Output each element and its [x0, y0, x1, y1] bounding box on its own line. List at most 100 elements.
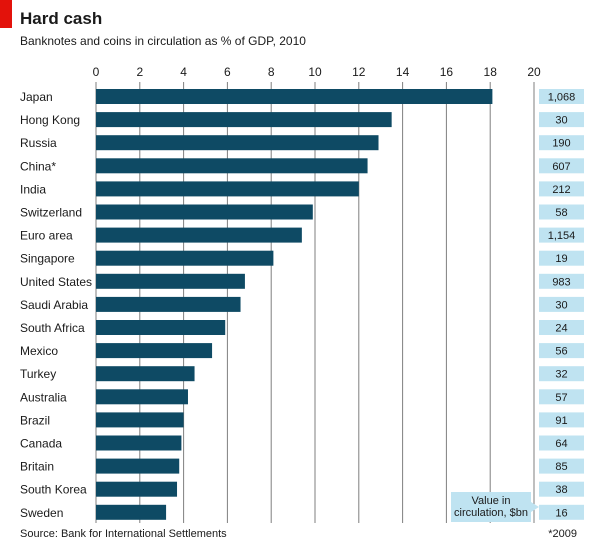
x-tick-label: 8 — [268, 65, 275, 79]
value-box — [539, 320, 584, 335]
chart-title: Hard cash — [20, 9, 103, 28]
bar — [96, 504, 167, 520]
x-tick-labels: 0 2 4 6 8 10 12 14 16 18 20 — [93, 65, 541, 79]
x-tick-label: 6 — [224, 65, 231, 79]
bars — [96, 89, 493, 520]
category-label: South Africa — [20, 321, 85, 335]
x-tick-label: 4 — [180, 65, 187, 79]
value-box-label: 30 — [555, 299, 567, 311]
value-box-label: 64 — [555, 438, 567, 450]
footnote: *2009 — [548, 528, 577, 540]
value-box — [539, 227, 584, 243]
value-box-label: 57 — [555, 392, 567, 404]
bar — [96, 435, 182, 451]
value-box-label: 16 — [555, 507, 567, 519]
bar — [96, 158, 368, 174]
legend-label: Value in — [472, 495, 511, 507]
bar — [96, 366, 195, 382]
category-label: South Korea — [20, 483, 87, 497]
x-tick-label: 12 — [352, 65, 366, 79]
value-box — [539, 89, 584, 104]
value-box-label: 983 — [552, 276, 570, 288]
value-box — [539, 435, 584, 451]
value-box-label: 1,068 — [548, 92, 576, 104]
value-box-label: 212 — [552, 184, 570, 196]
x-tick-label: 14 — [396, 65, 410, 79]
legend-pointer — [531, 502, 539, 512]
category-label: Australia — [20, 390, 67, 404]
value-box — [539, 204, 584, 220]
value-box — [539, 158, 584, 174]
value-box — [539, 412, 584, 428]
bar — [96, 181, 359, 197]
value-box — [539, 181, 584, 197]
bar — [96, 227, 302, 243]
category-label: Canada — [20, 437, 62, 451]
value-box-label: 607 — [552, 161, 570, 173]
value-box-label: 91 — [555, 415, 567, 427]
x-tick-label: 18 — [484, 65, 498, 79]
x-tick-label: 16 — [440, 65, 454, 79]
value-box — [539, 343, 584, 359]
category-label: Turkey — [20, 367, 56, 381]
value-box — [539, 112, 584, 128]
x-tick-label: 0 — [93, 65, 100, 79]
chart-subtitle: Banknotes and coins in circulation as % … — [20, 34, 306, 48]
accent-bar — [0, 0, 12, 28]
bar — [96, 250, 274, 266]
category-label: Singapore — [20, 252, 75, 266]
value-box — [539, 504, 584, 520]
value-box — [539, 135, 584, 151]
category-label: India — [20, 182, 46, 196]
bar — [96, 343, 213, 359]
category-labels: Japan Hong Kong Russia China* India Switzerla… — [20, 90, 92, 520]
value-box-label: 19 — [555, 253, 567, 265]
value-box — [539, 250, 584, 266]
value-box-label: 32 — [555, 369, 567, 381]
value-box-label: 24 — [555, 323, 567, 335]
category-label: Sweden — [20, 506, 63, 520]
value-box-label: 30 — [555, 115, 567, 127]
bar — [96, 320, 226, 335]
category-label: Switzerland — [20, 206, 82, 220]
source-note: Source: Bank for International Settlemen… — [20, 528, 227, 540]
value-box-label: 85 — [555, 461, 567, 473]
value-box — [539, 481, 584, 497]
value-box-label: 1,154 — [548, 230, 576, 242]
bar — [96, 389, 188, 405]
value-box — [539, 296, 584, 312]
bar — [96, 481, 178, 497]
value-box — [539, 273, 584, 289]
category-label: Euro area — [20, 229, 73, 243]
value-box-label: 56 — [555, 346, 567, 358]
legend-label: circulation, $bn — [454, 507, 528, 519]
category-label: Saudi Arabia — [20, 298, 88, 312]
bar — [96, 89, 493, 104]
value-box-label: 58 — [555, 207, 567, 219]
value-box-label: 38 — [555, 484, 567, 496]
category-label: Russia — [20, 136, 57, 150]
category-label: United States — [20, 275, 92, 289]
x-tick-label: 10 — [308, 65, 322, 79]
category-label: Hong Kong — [20, 113, 80, 127]
x-tick-label: 20 — [527, 65, 541, 79]
bar — [96, 273, 245, 289]
category-label: Brazil — [20, 413, 50, 427]
bar — [96, 112, 392, 128]
category-label: Japan — [20, 90, 53, 104]
category-label: China* — [20, 159, 56, 173]
bar — [96, 458, 180, 474]
bar — [96, 135, 379, 151]
value-box — [539, 366, 584, 382]
category-label: Britain — [20, 460, 54, 474]
category-label: Mexico — [20, 344, 58, 358]
x-tick-label: 2 — [136, 65, 143, 79]
value-box — [539, 458, 584, 474]
value-box-label: 190 — [552, 138, 570, 150]
value-box — [539, 389, 584, 405]
bar — [96, 412, 184, 428]
legend-box — [451, 492, 531, 522]
bar — [96, 204, 313, 220]
